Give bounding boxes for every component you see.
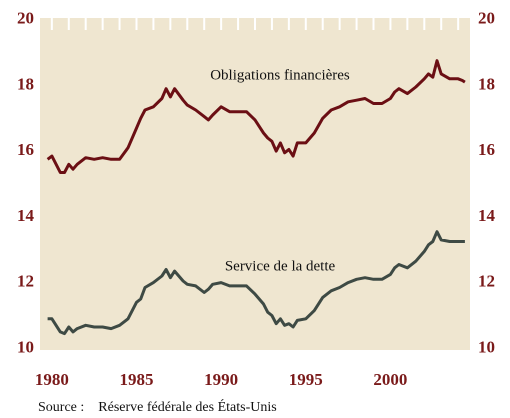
x-tick-label: 1990 xyxy=(204,370,238,389)
x-tick-label: 1995 xyxy=(289,370,323,389)
series-line xyxy=(47,230,465,336)
y-tick-label: 12 xyxy=(17,272,34,291)
y2-tick-label: 18 xyxy=(478,74,495,93)
annotation: Obligations financières xyxy=(210,67,350,83)
y2-tick-label: 14 xyxy=(478,206,496,225)
x-tick-label: 1980 xyxy=(35,370,69,389)
y-tick-label: 14 xyxy=(17,206,35,225)
y2-tick-label: 16 xyxy=(478,140,495,159)
y2-tick-label: 12 xyxy=(478,272,495,291)
y-tick-label: 18 xyxy=(17,74,34,93)
y-tick-label: 10 xyxy=(17,337,34,356)
y2-tick-label: 10 xyxy=(478,337,495,356)
x-tick-label: 2000 xyxy=(373,370,407,389)
series-line xyxy=(46,59,466,174)
y-tick-label: 20 xyxy=(17,9,34,28)
y2-tick-label: 20 xyxy=(478,9,495,28)
x-tick-label: 1985 xyxy=(119,370,153,389)
source: Source : Réserve fédérale des États-Unis xyxy=(38,398,277,415)
annotation: Service de la dette xyxy=(225,258,336,274)
y-tick-label: 16 xyxy=(17,140,34,159)
